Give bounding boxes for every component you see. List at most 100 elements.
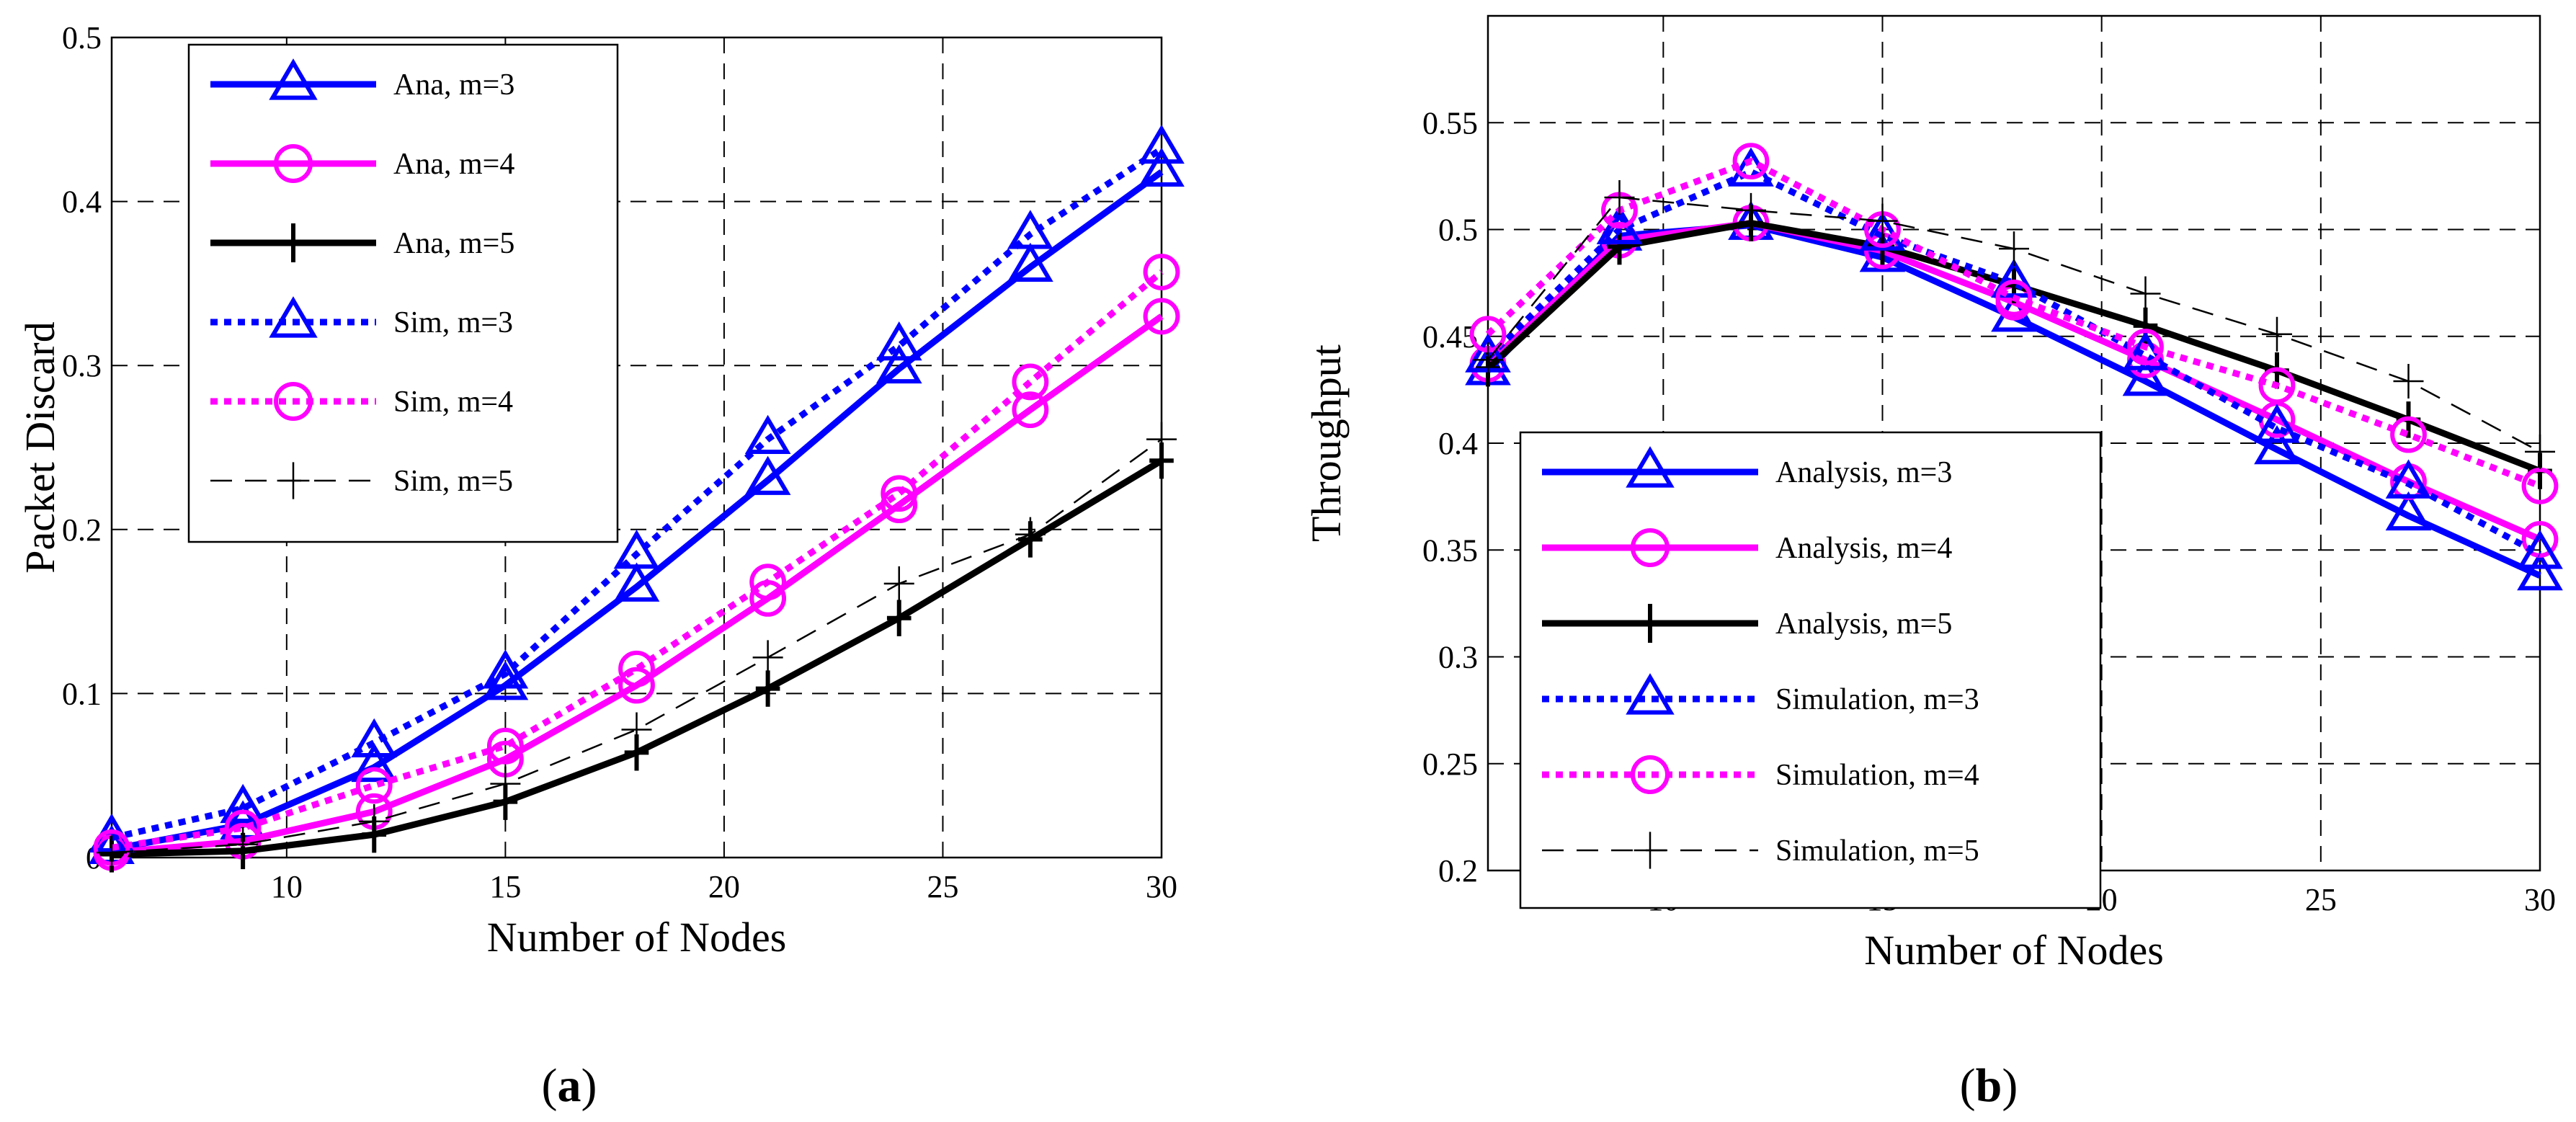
data-point bbox=[2258, 367, 2296, 404]
legend-label: Analysis, m=4 bbox=[1775, 532, 1952, 565]
series-line bbox=[111, 270, 1164, 851]
legend-marker bbox=[269, 296, 318, 338]
y-tick-label: 0.3 bbox=[1438, 640, 1478, 675]
data-point bbox=[1143, 298, 1180, 335]
y-tick-label: 0.35 bbox=[1422, 533, 1478, 568]
data-point bbox=[886, 600, 912, 636]
x-tick-label: 25 bbox=[2305, 882, 2337, 917]
data-point bbox=[1999, 231, 2029, 267]
data-point bbox=[2254, 424, 2300, 465]
data-point bbox=[618, 667, 655, 704]
x-tick-label: 25 bbox=[927, 869, 958, 904]
data-point bbox=[1736, 192, 1766, 228]
legend-label: Analysis, m=5 bbox=[1775, 607, 1952, 641]
legend-box bbox=[1519, 431, 2102, 909]
x-tick-label: 20 bbox=[708, 869, 740, 904]
data-point bbox=[2521, 467, 2559, 504]
legend: Analysis, m=3 Analysis, m=4 Analysis, m=5 S… bbox=[1519, 431, 2102, 909]
caption-b: (b) bbox=[1960, 1059, 2018, 1112]
x-tick-label: 10 bbox=[271, 869, 303, 904]
series-5 bbox=[1469, 143, 2559, 504]
chart-throughput: 10152025300.20.250.30.350.40.450.50.55Nu… bbox=[1303, 14, 2563, 974]
y-tick-label: 0.3 bbox=[62, 348, 102, 383]
legend-marker bbox=[1626, 673, 1675, 715]
x-tick-label: 15 bbox=[489, 869, 521, 904]
y-tick-label: 0.4 bbox=[1438, 426, 1478, 461]
data-point bbox=[1473, 342, 1503, 378]
y-tick-label: 0.5 bbox=[1438, 213, 1478, 248]
legend-label: Sim, m=5 bbox=[393, 465, 513, 498]
data-point bbox=[355, 767, 393, 804]
legend-marker bbox=[269, 58, 318, 100]
legend-marker bbox=[274, 144, 313, 183]
legend-marker bbox=[280, 223, 306, 262]
series-line bbox=[111, 169, 1164, 853]
data-point bbox=[1604, 180, 1635, 215]
data-point bbox=[482, 649, 529, 689]
x-tick-label: 30 bbox=[2524, 882, 2556, 917]
data-point bbox=[2127, 329, 2164, 365]
y-tick-label: 0.1 bbox=[62, 676, 102, 711]
y-tick-label: 0.2 bbox=[1438, 853, 1478, 889]
legend-marker bbox=[1637, 604, 1663, 643]
data-point bbox=[1138, 124, 1185, 164]
x-axis-label: Number of Nodes bbox=[1864, 927, 2164, 974]
caption-b-letter: b bbox=[1976, 1059, 2002, 1112]
data-point bbox=[744, 455, 791, 495]
legend-label: Analysis, m=3 bbox=[1775, 456, 1952, 489]
data-point bbox=[1012, 391, 1049, 429]
legend-marker bbox=[274, 382, 313, 421]
data-point bbox=[618, 650, 655, 687]
caption-a: (a) bbox=[542, 1059, 597, 1112]
x-tick-label: 30 bbox=[1146, 869, 1177, 904]
data-point bbox=[220, 783, 266, 824]
legend-label: Simulation, m=3 bbox=[1775, 683, 1979, 716]
data-point bbox=[2517, 551, 2563, 591]
y-tick-label: 0.5 bbox=[62, 20, 102, 55]
legend-label: Ana, m=5 bbox=[393, 227, 514, 260]
caption-a-letter: a bbox=[558, 1059, 581, 1112]
legend-box bbox=[187, 43, 619, 543]
legend: Ana, m=3 Ana, m=4 Ana, m=5 Sim, m=3 Sim, m=4… bbox=[187, 43, 619, 543]
data-point bbox=[486, 727, 524, 765]
legend-marker bbox=[1631, 755, 1670, 794]
data-point bbox=[883, 566, 914, 601]
data-point bbox=[351, 742, 398, 783]
y-tick-label: 0.45 bbox=[1422, 319, 1478, 355]
series-5 bbox=[93, 254, 1180, 866]
legend-label: Sim, m=3 bbox=[393, 306, 513, 339]
legend-label: Ana, m=4 bbox=[393, 148, 514, 181]
data-point bbox=[1007, 242, 1053, 282]
legend-label: Sim, m=4 bbox=[393, 386, 513, 419]
data-point bbox=[97, 835, 127, 871]
data-point bbox=[1015, 517, 1046, 552]
series-line bbox=[111, 146, 1164, 842]
y-axis-label: Packet Discard bbox=[17, 321, 63, 573]
data-point bbox=[351, 718, 398, 758]
data-point bbox=[1012, 363, 1049, 401]
data-point bbox=[744, 414, 791, 454]
data-point bbox=[1607, 228, 1632, 265]
data-point bbox=[2122, 357, 2169, 396]
data-point bbox=[2390, 416, 2427, 453]
series-line bbox=[111, 438, 1162, 854]
x-axis-label: Number of Nodes bbox=[487, 914, 787, 961]
data-point bbox=[490, 766, 521, 801]
data-point bbox=[2521, 521, 2559, 558]
y-tick-label: 0.4 bbox=[62, 184, 102, 220]
data-point bbox=[2262, 316, 2292, 352]
data-point bbox=[1143, 254, 1180, 290]
data-point bbox=[1007, 210, 1053, 249]
data-point bbox=[881, 475, 918, 512]
data-point bbox=[1146, 422, 1177, 457]
legend-marker bbox=[1631, 528, 1670, 567]
data-point bbox=[2385, 459, 2432, 499]
data-point bbox=[2385, 491, 2432, 531]
data-point bbox=[228, 827, 259, 862]
data-point bbox=[749, 564, 787, 601]
data-point bbox=[1732, 143, 1770, 180]
data-point bbox=[875, 344, 922, 384]
data-point bbox=[1995, 279, 2033, 316]
